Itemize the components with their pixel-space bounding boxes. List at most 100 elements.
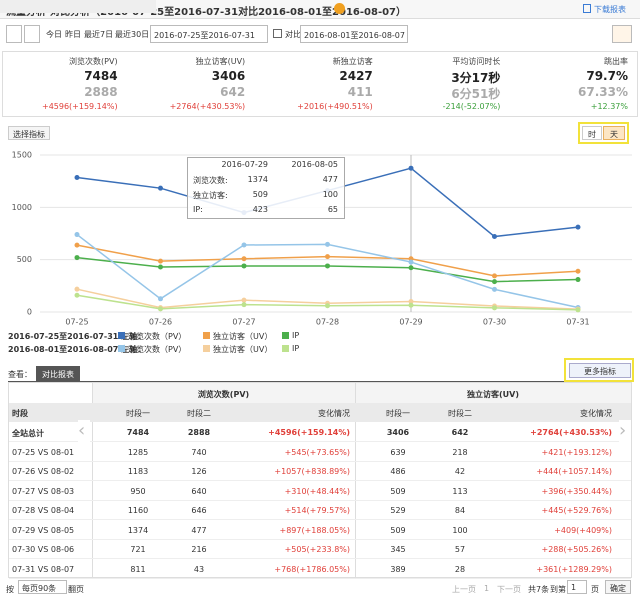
active-tab[interactable]: 对比报表	[36, 366, 80, 381]
metric-change: +2764(+430.53%)	[169, 102, 246, 111]
checkbox[interactable]	[273, 29, 282, 38]
quick-range[interactable]: 最近30日	[115, 30, 150, 39]
series-point	[492, 234, 497, 240]
row-line	[9, 558, 631, 559]
metric-change: +12.37%	[590, 102, 628, 111]
y-tick-label: 1000	[12, 203, 32, 212]
series-point	[575, 224, 581, 230]
table-cell: 07-30 VS 08-06	[12, 545, 75, 554]
column-header: 时段一	[126, 409, 150, 418]
table-cell: 7484	[126, 428, 150, 437]
scroll-left[interactable]: ‹	[78, 420, 90, 444]
goto-input[interactable]: 1	[567, 580, 587, 594]
metric-select[interactable]: 选择指标	[8, 126, 50, 140]
per-page-select[interactable]: 每页90条	[18, 580, 68, 594]
row-line	[9, 499, 631, 501]
legend-label[interactable]: 独立访客（UV）	[213, 332, 273, 341]
series-line	[76, 244, 579, 277]
table-cell: 477	[191, 525, 207, 535]
table-cell: 07-27 VS 08-03	[12, 486, 75, 496]
confirm-button[interactable]: 确定	[605, 580, 631, 594]
y-tick-label: 500	[17, 255, 32, 264]
table-cell: 639	[390, 447, 406, 457]
pin-button[interactable]	[612, 25, 632, 43]
tooltip-label: 浏览次数:	[193, 176, 228, 185]
series-point	[241, 242, 247, 248]
legend-label[interactable]: 浏览次数（PV）	[128, 345, 187, 354]
metric-label: 平均访问时长	[452, 57, 501, 66]
metric-value: 7484	[84, 69, 118, 83]
series-line	[76, 256, 579, 283]
series-point	[325, 263, 330, 269]
more-metrics[interactable]: 更多指标	[569, 363, 631, 378]
metric-value: 79.7%	[586, 69, 628, 83]
table-cell: +505(+233.8%)	[284, 545, 350, 554]
download-link[interactable]: 下载报表	[594, 5, 626, 14]
table-cell: 950	[130, 486, 146, 496]
table-cell: 642	[451, 428, 469, 437]
series-point	[575, 268, 581, 274]
metric-change: +2016(+490.51%)	[297, 102, 373, 111]
table-cell: 721	[130, 545, 146, 554]
table-cell: 1285	[127, 447, 149, 457]
legend-swatch	[118, 345, 125, 352]
series-point	[158, 258, 163, 264]
series-point	[74, 286, 80, 292]
metric-label: 新独立访客	[332, 57, 373, 66]
help-icon	[334, 3, 345, 14]
tooltip-value: 477	[322, 175, 338, 184]
x-tick-label: 07-29	[399, 318, 422, 327]
column-header: 变化情况	[580, 409, 612, 418]
metric-compare: 642	[220, 85, 246, 99]
series-point	[241, 297, 247, 303]
metric-compare: 2888	[84, 85, 118, 99]
tooltip-header	[0, 0, 156, 13]
group-header: 浏览次数(PV)	[197, 390, 250, 399]
table-cell: 07-26 VS 08-02	[12, 467, 75, 476]
table-cell: +421(+193.12%)	[541, 447, 612, 457]
quick-range[interactable]: 昨日	[65, 30, 81, 39]
table-cell: 740	[191, 447, 207, 457]
tooltip: 2016-07-29 2016-08-05 浏览次数: 1374 477 独立访客: 509…	[187, 157, 345, 219]
metric-value: 2427	[339, 69, 373, 83]
column-header: 变化情况	[318, 409, 350, 418]
tooltip-value: 65	[327, 205, 338, 214]
page-prefix: 按	[6, 585, 14, 594]
series-point	[74, 242, 80, 248]
legend-label[interactable]: IP	[292, 344, 300, 353]
next-button[interactable]	[24, 25, 40, 43]
table-cell: 07-25 VS 08-01	[12, 447, 75, 457]
series-point	[408, 165, 414, 171]
legend-label[interactable]: 浏览次数（PV）	[128, 332, 187, 341]
table-cell: +545(+73.65%)	[284, 447, 350, 457]
table-cell: +288(+505.26%)	[541, 545, 612, 554]
quick-range[interactable]: 今日	[46, 30, 62, 39]
range1-select[interactable]: 2016-07-25至2016-07-31	[150, 25, 268, 43]
metric-label: 独立访客(UV)	[195, 57, 246, 66]
range2-select[interactable]: 2016-08-01至2016-08-07	[300, 25, 408, 43]
prev-button[interactable]	[6, 25, 22, 43]
quick-range[interactable]: 最近7日	[84, 30, 114, 39]
legend-swatch	[118, 332, 125, 339]
table-cell: +4596(+159.14%)	[268, 428, 350, 437]
table-cell: 1160	[127, 506, 149, 515]
metric-compare: 67.33%	[578, 85, 628, 99]
table-cell: +2764(+430.53%)	[530, 428, 612, 437]
x-tick-label: 07-27	[232, 318, 255, 327]
table-cell: 07-29 VS 08-05	[12, 525, 75, 535]
legend-label[interactable]: 独立访客（UV）	[213, 345, 273, 354]
series-point	[241, 302, 247, 308]
series-point	[74, 292, 80, 298]
gran-day[interactable]: 天	[603, 126, 625, 140]
row-line	[9, 577, 631, 579]
prev-page[interactable]: 上一页	[452, 585, 476, 594]
series-point	[325, 303, 330, 309]
legend-label[interactable]: IP	[292, 331, 300, 340]
gran-hour[interactable]: 时	[582, 126, 602, 140]
table-cell: +897(+188.05%)	[279, 525, 350, 535]
next-page[interactable]: 下一页	[497, 585, 521, 594]
table-cell: 2888	[187, 428, 211, 437]
scroll-right[interactable]: ›	[619, 420, 631, 444]
metric-value: 3分17秒	[451, 71, 501, 85]
